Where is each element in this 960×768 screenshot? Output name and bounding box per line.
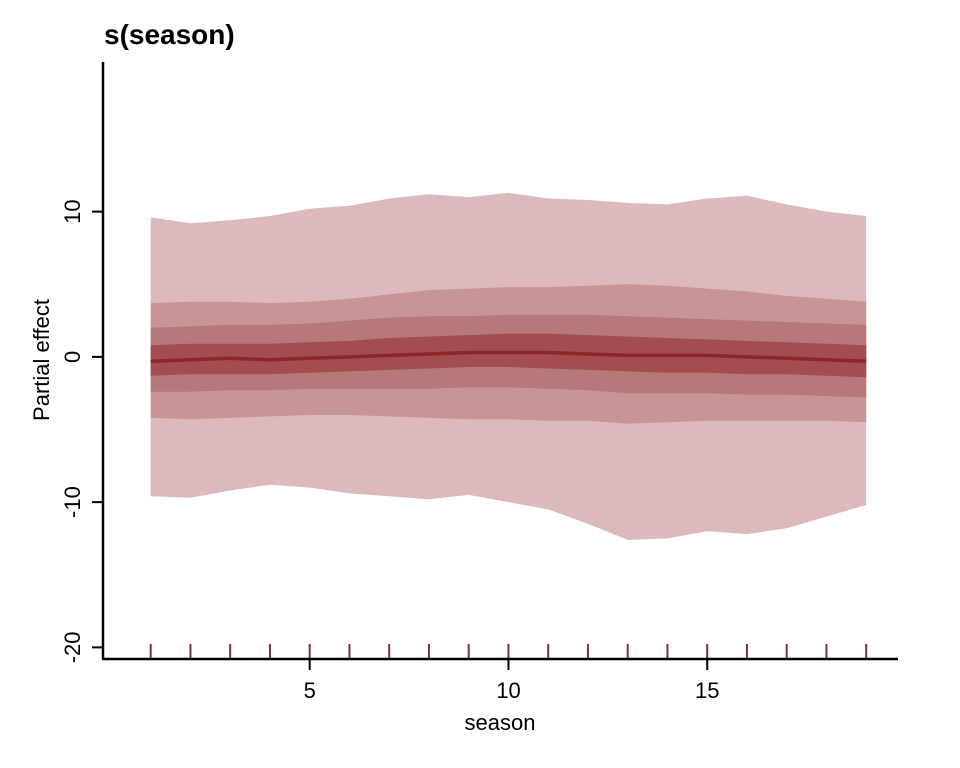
x-axis-label: season xyxy=(465,710,536,735)
y-tick-label: 10 xyxy=(60,199,85,223)
chart-title: s(season) xyxy=(104,19,235,50)
credible-band-4 xyxy=(150,333,867,378)
y-axis-label: Partial effect xyxy=(29,299,54,421)
median-layer xyxy=(150,350,867,363)
x-tick-label: 5 xyxy=(304,678,316,703)
x-axis-ticks: 5 10 15 xyxy=(304,659,719,703)
rug-marks xyxy=(149,644,868,659)
y-tick-label: -20 xyxy=(60,632,85,664)
median-line xyxy=(150,350,867,363)
x-tick-label: 15 xyxy=(695,678,719,703)
y-axis-ticks: -20 -10 0 10 xyxy=(60,199,103,663)
y-tick-label: -10 xyxy=(60,486,85,518)
x-tick-label: 10 xyxy=(496,678,520,703)
credible-bands xyxy=(150,192,867,540)
y-tick-label: 0 xyxy=(60,351,85,363)
